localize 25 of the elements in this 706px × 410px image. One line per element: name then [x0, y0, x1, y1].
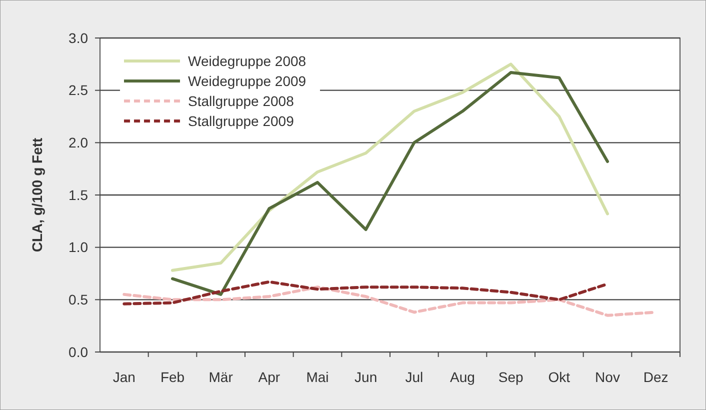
y-tick-label: 1.0	[68, 239, 88, 256]
x-tick-label: Aug	[450, 369, 475, 385]
x-tick-label: Sep	[498, 369, 524, 385]
x-tick-label: Mai	[306, 369, 329, 385]
legend-label: Weidegruppe 2009	[188, 72, 306, 89]
y-tick-label: 0.5	[68, 292, 88, 308]
legend-label: Weidegruppe 2008	[188, 52, 306, 69]
x-tick-label: Jul	[405, 369, 424, 385]
y-tick-label: 1.5	[68, 186, 88, 203]
y-tick-label: 0.0	[68, 344, 88, 360]
x-tick-label: Jun	[354, 369, 378, 385]
line-series	[122, 280, 609, 306]
x-tick-label: Feb	[160, 369, 185, 385]
legend-label: Stallgruppe 2008	[188, 92, 294, 109]
x-tick-label: Nov	[595, 369, 620, 385]
x-tick-label: Mär	[208, 369, 234, 385]
y-tick-label: 3.0	[68, 30, 88, 46]
legend-label: Stallgruppe 2009	[188, 112, 294, 129]
y-tick-label: 2.0	[68, 134, 88, 151]
y-axis-title: CLA, g/100 g Fett	[29, 137, 45, 252]
x-tick-label: Jan	[112, 369, 136, 385]
y-tick-label: 2.5	[68, 82, 88, 98]
x-tick-label: Okt	[548, 369, 570, 385]
x-tick-label: Apr	[258, 369, 280, 385]
x-tick-label: Dez	[643, 369, 668, 385]
